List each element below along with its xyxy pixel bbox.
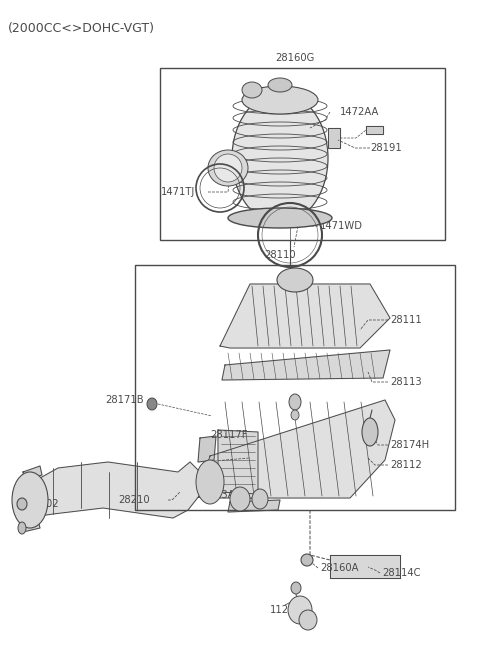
Ellipse shape: [289, 394, 301, 410]
Ellipse shape: [242, 86, 318, 114]
Polygon shape: [222, 350, 390, 380]
Ellipse shape: [12, 472, 48, 528]
Ellipse shape: [252, 489, 268, 509]
Polygon shape: [218, 430, 258, 494]
Text: 28114C: 28114C: [382, 568, 420, 578]
Ellipse shape: [17, 498, 27, 510]
Ellipse shape: [288, 596, 312, 624]
Text: 28111: 28111: [390, 315, 422, 325]
Polygon shape: [21, 520, 40, 532]
Ellipse shape: [232, 93, 328, 223]
Text: 28117F: 28117F: [210, 430, 248, 440]
Text: 28171B: 28171B: [105, 395, 144, 405]
Polygon shape: [366, 126, 383, 134]
Text: (2000CC<>DOHC-VGT): (2000CC<>DOHC-VGT): [8, 22, 155, 35]
Bar: [135, 265, 455, 510]
Text: 28210: 28210: [118, 495, 150, 505]
Text: 28174H: 28174H: [390, 440, 429, 450]
Ellipse shape: [268, 78, 292, 92]
Ellipse shape: [196, 460, 224, 504]
Polygon shape: [198, 436, 216, 462]
Polygon shape: [228, 500, 280, 512]
Polygon shape: [205, 400, 395, 498]
Ellipse shape: [291, 582, 301, 594]
Text: 11302: 11302: [28, 499, 60, 509]
Ellipse shape: [228, 208, 332, 228]
Text: 28191: 28191: [370, 143, 402, 153]
Ellipse shape: [291, 410, 299, 420]
Ellipse shape: [230, 487, 250, 511]
Text: 28160A: 28160A: [320, 563, 359, 573]
Ellipse shape: [214, 154, 242, 182]
Text: 28110: 28110: [264, 250, 296, 260]
Ellipse shape: [242, 82, 262, 98]
Ellipse shape: [18, 522, 26, 534]
Text: 1471WD: 1471WD: [320, 221, 363, 231]
Text: 28160G: 28160G: [276, 53, 315, 63]
Text: 28223A: 28223A: [196, 490, 235, 500]
Ellipse shape: [147, 398, 157, 410]
Polygon shape: [220, 284, 390, 348]
Text: 28113: 28113: [390, 377, 421, 387]
Text: 28112: 28112: [390, 460, 422, 470]
Text: 1472AA: 1472AA: [340, 107, 379, 117]
Ellipse shape: [362, 418, 378, 446]
Polygon shape: [330, 555, 400, 578]
Text: 1471TJ: 1471TJ: [161, 187, 195, 197]
Ellipse shape: [299, 610, 317, 630]
Polygon shape: [328, 128, 340, 148]
Text: 1125AD: 1125AD: [270, 605, 310, 615]
Bar: [160, 68, 445, 240]
Ellipse shape: [277, 268, 313, 292]
Polygon shape: [26, 462, 210, 518]
Polygon shape: [23, 466, 42, 481]
Ellipse shape: [301, 554, 313, 566]
Polygon shape: [270, 88, 290, 100]
Ellipse shape: [208, 150, 248, 186]
